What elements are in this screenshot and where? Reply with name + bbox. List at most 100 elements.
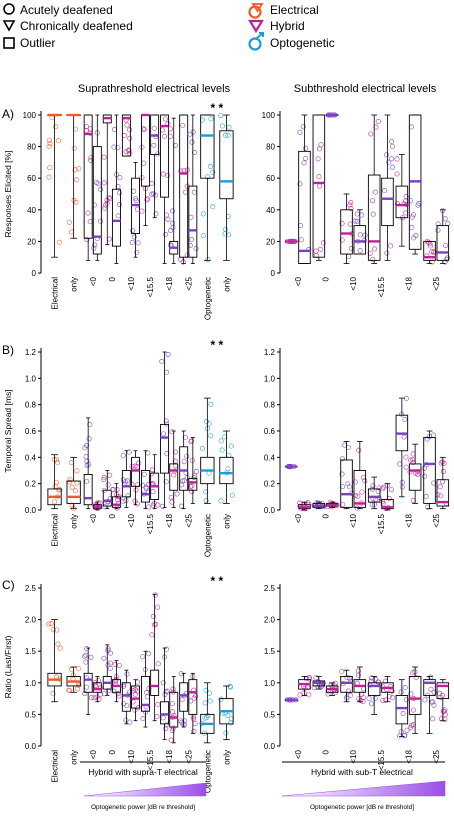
data-point xyxy=(443,242,449,249)
box-155 xyxy=(149,114,161,219)
data-point xyxy=(400,711,406,717)
box-iqr xyxy=(436,479,450,507)
y-tick-label: 60 xyxy=(27,174,36,183)
x-tick-label: <0 xyxy=(294,513,303,523)
data-point xyxy=(344,675,350,681)
data-point xyxy=(111,688,117,694)
data-point xyxy=(368,678,374,684)
data-point xyxy=(168,737,174,743)
x-tick-label: <0 xyxy=(294,749,303,759)
data-point xyxy=(134,206,141,212)
box-25 xyxy=(177,114,190,265)
y-tick-label: 0.6 xyxy=(25,427,37,436)
data-point xyxy=(389,156,395,162)
box-iqr xyxy=(188,185,198,258)
data-point xyxy=(435,221,441,227)
data-point xyxy=(357,248,363,254)
box-155 xyxy=(149,454,161,510)
data-point xyxy=(199,445,206,452)
data-point xyxy=(47,165,53,171)
box-Optogenetic xyxy=(199,682,215,744)
data-point xyxy=(133,487,139,493)
data-point xyxy=(107,472,113,478)
data-point xyxy=(218,438,224,444)
data-point xyxy=(339,669,345,675)
data-point xyxy=(167,227,174,233)
y-tick-label: 100 xyxy=(23,111,37,120)
x-tick-label: <0 xyxy=(294,276,303,286)
box-155 xyxy=(367,114,381,264)
box-0 xyxy=(311,675,326,691)
data-point xyxy=(160,715,166,721)
data-point xyxy=(140,482,146,488)
group-label-supra: Hybrid with supra-T electrical xyxy=(88,767,198,777)
box-iqr xyxy=(83,672,93,693)
data-point xyxy=(389,695,395,701)
data-point xyxy=(124,478,131,484)
box-155 xyxy=(140,650,152,728)
legend-label: Chronically deafened xyxy=(20,19,133,33)
box-155 xyxy=(380,676,395,703)
data-point xyxy=(84,478,90,485)
data-point xyxy=(46,137,52,143)
data-point xyxy=(163,479,169,485)
data-point xyxy=(152,592,158,598)
data-point xyxy=(116,201,122,207)
box-iqr xyxy=(312,114,326,258)
data-point xyxy=(116,190,123,196)
x-tick-label: <18 xyxy=(165,749,174,763)
box-iqr xyxy=(131,456,140,487)
box-iqr xyxy=(395,185,409,219)
box-only xyxy=(66,456,81,512)
data-point xyxy=(193,693,199,699)
data-point xyxy=(225,132,231,138)
data-point xyxy=(140,654,146,660)
data-point xyxy=(181,459,187,465)
box-iqr xyxy=(381,499,394,510)
box-iqr xyxy=(66,480,81,504)
data-point xyxy=(207,698,213,704)
data-point xyxy=(141,127,147,133)
box-0 xyxy=(325,680,339,697)
box-10 xyxy=(339,193,355,264)
box-Electrical xyxy=(46,619,63,703)
data-point xyxy=(383,152,390,158)
box-0 xyxy=(82,646,94,715)
data-point xyxy=(386,496,392,502)
data-point xyxy=(93,682,99,689)
data-point xyxy=(401,434,407,440)
data-point xyxy=(192,149,198,155)
box-25 xyxy=(436,679,450,722)
data-point xyxy=(411,235,417,241)
box-25 xyxy=(187,114,199,264)
data-point xyxy=(54,479,60,485)
x-tick-label: <25 xyxy=(432,513,441,527)
data-point xyxy=(355,668,362,674)
box-iqr xyxy=(408,463,422,491)
data-point xyxy=(339,220,345,226)
box-iqr xyxy=(169,463,179,491)
data-point xyxy=(88,695,94,701)
data-point xyxy=(407,198,414,204)
data-point xyxy=(149,632,155,638)
data-point xyxy=(403,395,409,402)
data-point xyxy=(155,661,161,667)
data-point xyxy=(202,715,208,721)
box-0 xyxy=(111,114,123,264)
data-point xyxy=(84,646,90,652)
data-point xyxy=(68,460,74,466)
x-tick-label: Optogenetic xyxy=(203,277,212,320)
data-point xyxy=(320,240,326,246)
data-point xyxy=(165,216,171,222)
data-point xyxy=(172,449,178,455)
data-point xyxy=(53,674,59,680)
y-tick-label: 0.4 xyxy=(264,453,276,462)
data-point xyxy=(423,493,429,499)
data-point xyxy=(184,475,190,481)
data-point xyxy=(370,483,376,489)
data-point xyxy=(339,471,345,477)
data-point xyxy=(143,485,149,491)
data-point xyxy=(164,688,170,694)
data-point xyxy=(91,695,97,701)
data-point xyxy=(74,177,80,183)
